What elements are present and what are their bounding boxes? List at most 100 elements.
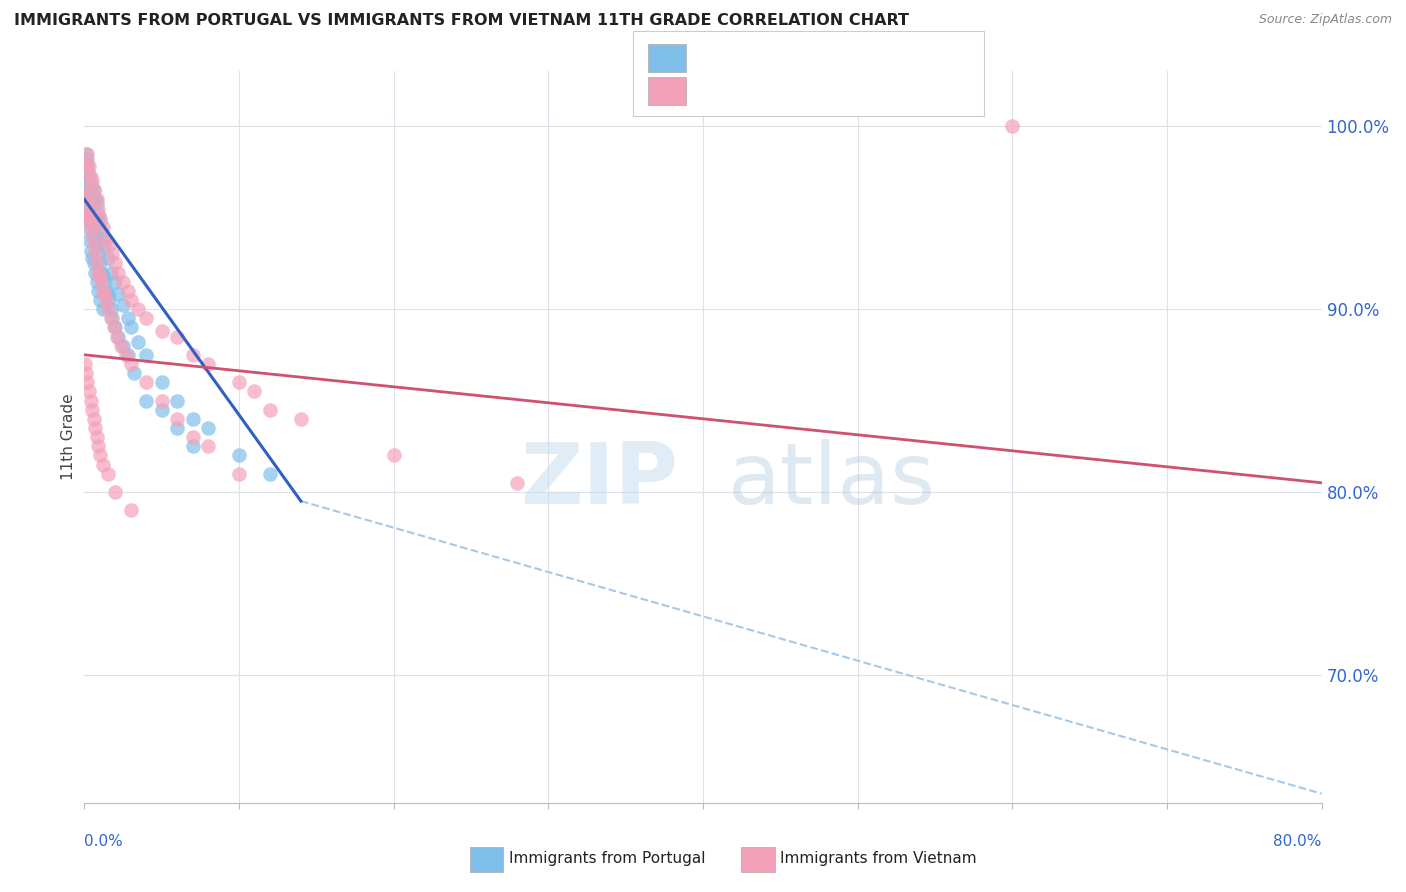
Point xyxy=(104,320,127,334)
Point xyxy=(150,393,173,408)
Point xyxy=(76,160,98,174)
Point xyxy=(120,320,142,334)
Point xyxy=(82,251,104,265)
Point xyxy=(103,320,125,334)
Point xyxy=(117,284,139,298)
Point xyxy=(181,439,204,453)
Point xyxy=(75,156,97,170)
Point xyxy=(97,302,120,317)
Point xyxy=(290,412,312,426)
Point xyxy=(91,284,114,298)
Point xyxy=(79,219,101,234)
Text: R =: R = xyxy=(692,70,725,84)
Point xyxy=(75,174,97,188)
Point xyxy=(120,357,142,371)
Point xyxy=(94,284,117,298)
Point xyxy=(86,430,108,444)
Point xyxy=(89,269,111,284)
Point xyxy=(87,247,110,261)
Point xyxy=(197,421,219,435)
Point xyxy=(93,287,115,301)
Point xyxy=(197,357,219,371)
Point xyxy=(79,178,101,192)
Text: atlas: atlas xyxy=(728,440,936,523)
Point xyxy=(76,152,98,166)
Point xyxy=(77,233,100,247)
Point xyxy=(75,366,97,380)
Point xyxy=(89,214,111,228)
Point xyxy=(91,458,114,472)
Point xyxy=(75,211,97,225)
Point xyxy=(259,402,281,417)
Point xyxy=(117,348,139,362)
Point xyxy=(100,302,122,317)
Point xyxy=(181,430,204,444)
Point xyxy=(94,293,117,307)
Point xyxy=(110,339,132,353)
Point xyxy=(83,412,105,426)
Point xyxy=(84,266,107,280)
Point xyxy=(76,202,98,216)
Point xyxy=(82,188,104,202)
Point xyxy=(83,183,105,197)
Point xyxy=(87,284,110,298)
Point xyxy=(93,275,115,289)
Point xyxy=(197,439,219,453)
Text: 0.0%: 0.0% xyxy=(84,834,124,849)
Point xyxy=(259,467,281,481)
Point xyxy=(166,329,188,343)
Point xyxy=(75,193,97,207)
Point xyxy=(90,225,112,239)
Point xyxy=(166,412,188,426)
Point xyxy=(107,287,129,301)
Text: Source: ZipAtlas.com: Source: ZipAtlas.com xyxy=(1258,13,1392,27)
Point xyxy=(77,202,100,216)
Point xyxy=(94,233,117,247)
Point xyxy=(86,256,108,270)
Point xyxy=(104,485,127,500)
Point xyxy=(120,293,142,307)
Point xyxy=(83,183,105,197)
Point xyxy=(1001,120,1024,134)
Point xyxy=(243,384,266,399)
Point xyxy=(135,348,157,362)
Point xyxy=(135,376,157,390)
Point xyxy=(228,449,250,463)
Point xyxy=(89,211,111,225)
Point xyxy=(84,421,107,435)
Point xyxy=(128,302,150,317)
Point xyxy=(128,334,150,349)
Point xyxy=(91,233,114,247)
Point xyxy=(506,475,529,490)
Point xyxy=(150,402,173,417)
Text: -0.108: -0.108 xyxy=(730,70,785,84)
Point xyxy=(90,266,112,280)
Point xyxy=(107,266,129,280)
Point xyxy=(100,311,122,326)
Point xyxy=(97,467,120,481)
Point xyxy=(82,229,104,244)
Point xyxy=(75,165,97,179)
Point xyxy=(83,256,105,270)
Point xyxy=(166,393,188,408)
Point xyxy=(166,421,188,435)
Text: IMMIGRANTS FROM PORTUGAL VS IMMIGRANTS FROM VIETNAM 11TH GRADE CORRELATION CHART: IMMIGRANTS FROM PORTUGAL VS IMMIGRANTS F… xyxy=(14,13,910,29)
Point xyxy=(77,170,100,185)
Point xyxy=(107,329,129,343)
Point xyxy=(86,196,108,211)
Text: -0.349: -0.349 xyxy=(730,45,785,60)
Point xyxy=(77,160,100,174)
Point xyxy=(75,183,97,197)
Point xyxy=(382,449,405,463)
Point xyxy=(97,251,120,265)
Point xyxy=(79,211,101,225)
Text: ZIP: ZIP xyxy=(520,440,678,523)
Point xyxy=(82,174,104,188)
Point xyxy=(75,357,97,371)
Point xyxy=(76,178,98,192)
Point xyxy=(76,219,98,234)
Point xyxy=(105,329,128,343)
Point xyxy=(104,275,127,289)
Point xyxy=(89,293,111,307)
Point xyxy=(98,238,121,252)
